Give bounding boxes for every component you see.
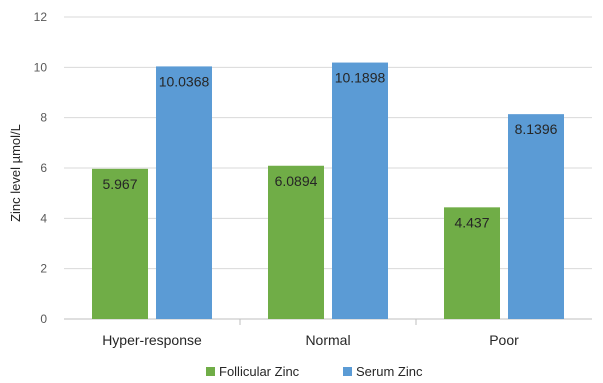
gridlines	[64, 16, 592, 325]
y-tick-label: 4	[40, 211, 47, 225]
data-label: 10.1898	[335, 70, 386, 86]
data-label: 8.1396	[515, 121, 558, 137]
y-tick-label: 12	[34, 10, 48, 24]
bar-follicular-zinc-poor	[444, 207, 500, 319]
x-axis-categories: Hyper-response Normal Poor	[102, 332, 519, 348]
bar-serum-zinc-poor	[508, 114, 564, 319]
y-tick-label: 6	[40, 161, 47, 175]
bar-serum-zinc-hyper-response	[156, 66, 212, 320]
data-label: 5.967	[102, 176, 137, 192]
y-tick-label: 8	[40, 111, 47, 125]
legend-label: Follicular Zinc	[219, 364, 300, 379]
bar-follicular-zinc-normal	[268, 165, 324, 319]
y-tick-label: 2	[40, 262, 47, 276]
bar-serum-zinc-normal	[332, 62, 388, 319]
y-axis-ticks: 0 2 4 6 8 10 12	[34, 10, 48, 326]
data-labels: 5.967 10.0368 6.0894 10.1898 4.437 8.1396	[102, 70, 557, 231]
bar-follicular-zinc-hyper-response	[92, 168, 148, 319]
x-category-label: Hyper-response	[102, 332, 202, 348]
y-tick-label: 10	[34, 60, 48, 74]
legend-swatch	[206, 367, 215, 376]
data-label: 10.0368	[159, 73, 210, 89]
legend: Follicular Zinc Serum Zinc	[206, 364, 423, 379]
bars	[92, 62, 564, 320]
x-category-label: Normal	[305, 332, 350, 348]
x-category-label: Poor	[489, 332, 519, 348]
data-label: 6.0894	[275, 173, 318, 189]
legend-swatch	[343, 367, 352, 376]
legend-label: Serum Zinc	[356, 364, 423, 379]
data-label: 4.437	[454, 214, 489, 230]
y-tick-label: 0	[40, 312, 47, 326]
y-axis-title: Zinc level µmol/L	[8, 124, 23, 222]
